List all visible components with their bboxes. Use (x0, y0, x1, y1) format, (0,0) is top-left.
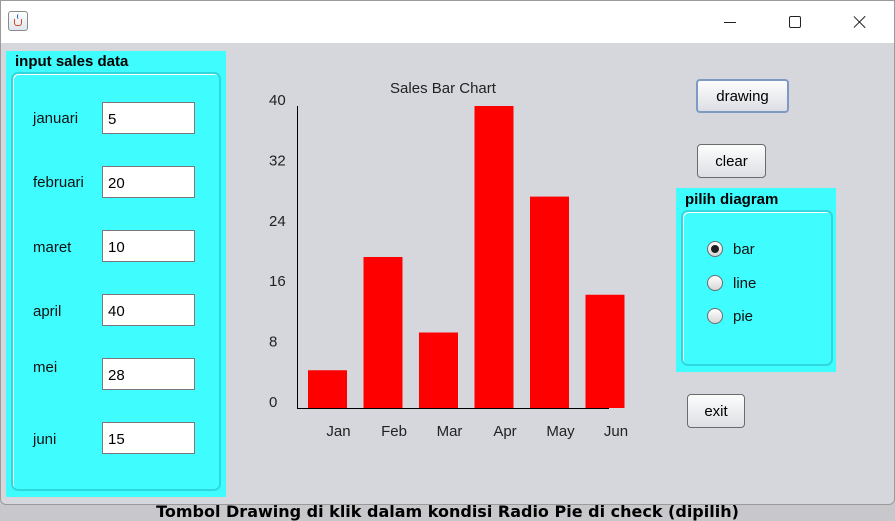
januari-input[interactable] (102, 102, 195, 134)
radio-line-icon[interactable] (707, 275, 723, 291)
label-februari: februari (33, 174, 84, 191)
y-tick-label-32: 32 (269, 152, 286, 169)
maret-input[interactable] (102, 230, 195, 262)
minimize-button[interactable] (698, 1, 762, 43)
mei-input[interactable] (102, 358, 195, 390)
x-tick-label-mar: Mar (437, 423, 463, 440)
java-cup-icon[interactable] (8, 11, 28, 31)
input-panel-border (11, 72, 221, 491)
bar-feb (363, 257, 403, 408)
bar-jan (308, 370, 347, 408)
screenshot-caption: Tombol Drawing di klik dalam kondisi Rad… (156, 502, 739, 521)
maximize-icon (789, 16, 801, 28)
pilih-diagram-panel: pilih diagram bar line pie (676, 188, 836, 372)
chart-title: Sales Bar Chart (390, 80, 497, 97)
label-januari: januari (33, 110, 79, 127)
april-input[interactable] (102, 294, 195, 326)
app-window: input sales data januari februari maret … (0, 0, 895, 505)
title-bar (1, 1, 894, 43)
radio-pie-icon[interactable] (707, 308, 723, 324)
radio-pie-label: pie (733, 307, 754, 325)
minimize-icon (724, 21, 736, 23)
y-tick-label-40: 40 (269, 92, 286, 109)
radio-bar-label: bar (733, 240, 755, 258)
diagram-panel-title: pilih diagram (685, 191, 779, 208)
label-maret: maret (33, 239, 72, 256)
y-tick-label-16: 16 (269, 273, 286, 290)
radio-line-label: line (733, 274, 757, 292)
y-tick-label-0: 0 (269, 394, 277, 411)
input-panel-title: input sales data (15, 53, 129, 70)
radio-pie[interactable]: pie (707, 306, 753, 326)
clear-button[interactable]: clear (697, 144, 766, 178)
x-tick-label-apr: Apr (493, 423, 516, 440)
x-tick-label-may: May (546, 423, 575, 440)
radio-line[interactable]: line (707, 273, 756, 293)
input-sales-panel: input sales data januari februari maret … (6, 51, 226, 497)
y-tick-label-8: 8 (269, 334, 277, 351)
label-april: april (33, 303, 62, 320)
februari-input[interactable] (102, 166, 195, 198)
maximize-button[interactable] (763, 1, 827, 43)
y-tick-label-24: 24 (269, 213, 286, 230)
label-juni: juni (33, 431, 57, 448)
x-tick-label-jan: Jan (326, 423, 350, 440)
x-tick-label-jun: Jun (604, 423, 628, 440)
drawing-button[interactable]: drawing (696, 79, 789, 113)
sales-bar-chart: Sales Bar Chart 0 8 16 24 32 40 Jan Feb Mar Apr May… (269, 80, 628, 440)
juni-input[interactable] (102, 422, 195, 454)
radio-bar[interactable]: bar (707, 239, 755, 259)
label-mei: mei (33, 359, 58, 376)
bar-may (530, 196, 569, 408)
bar-apr (474, 106, 514, 408)
x-tick-label-feb: Feb (381, 423, 407, 440)
bar-mar (419, 332, 458, 408)
diagram-panel-border (681, 210, 833, 366)
bar-jun (585, 294, 625, 408)
exit-button[interactable]: exit (687, 394, 745, 428)
radio-bar-selected-icon[interactable] (707, 241, 723, 257)
